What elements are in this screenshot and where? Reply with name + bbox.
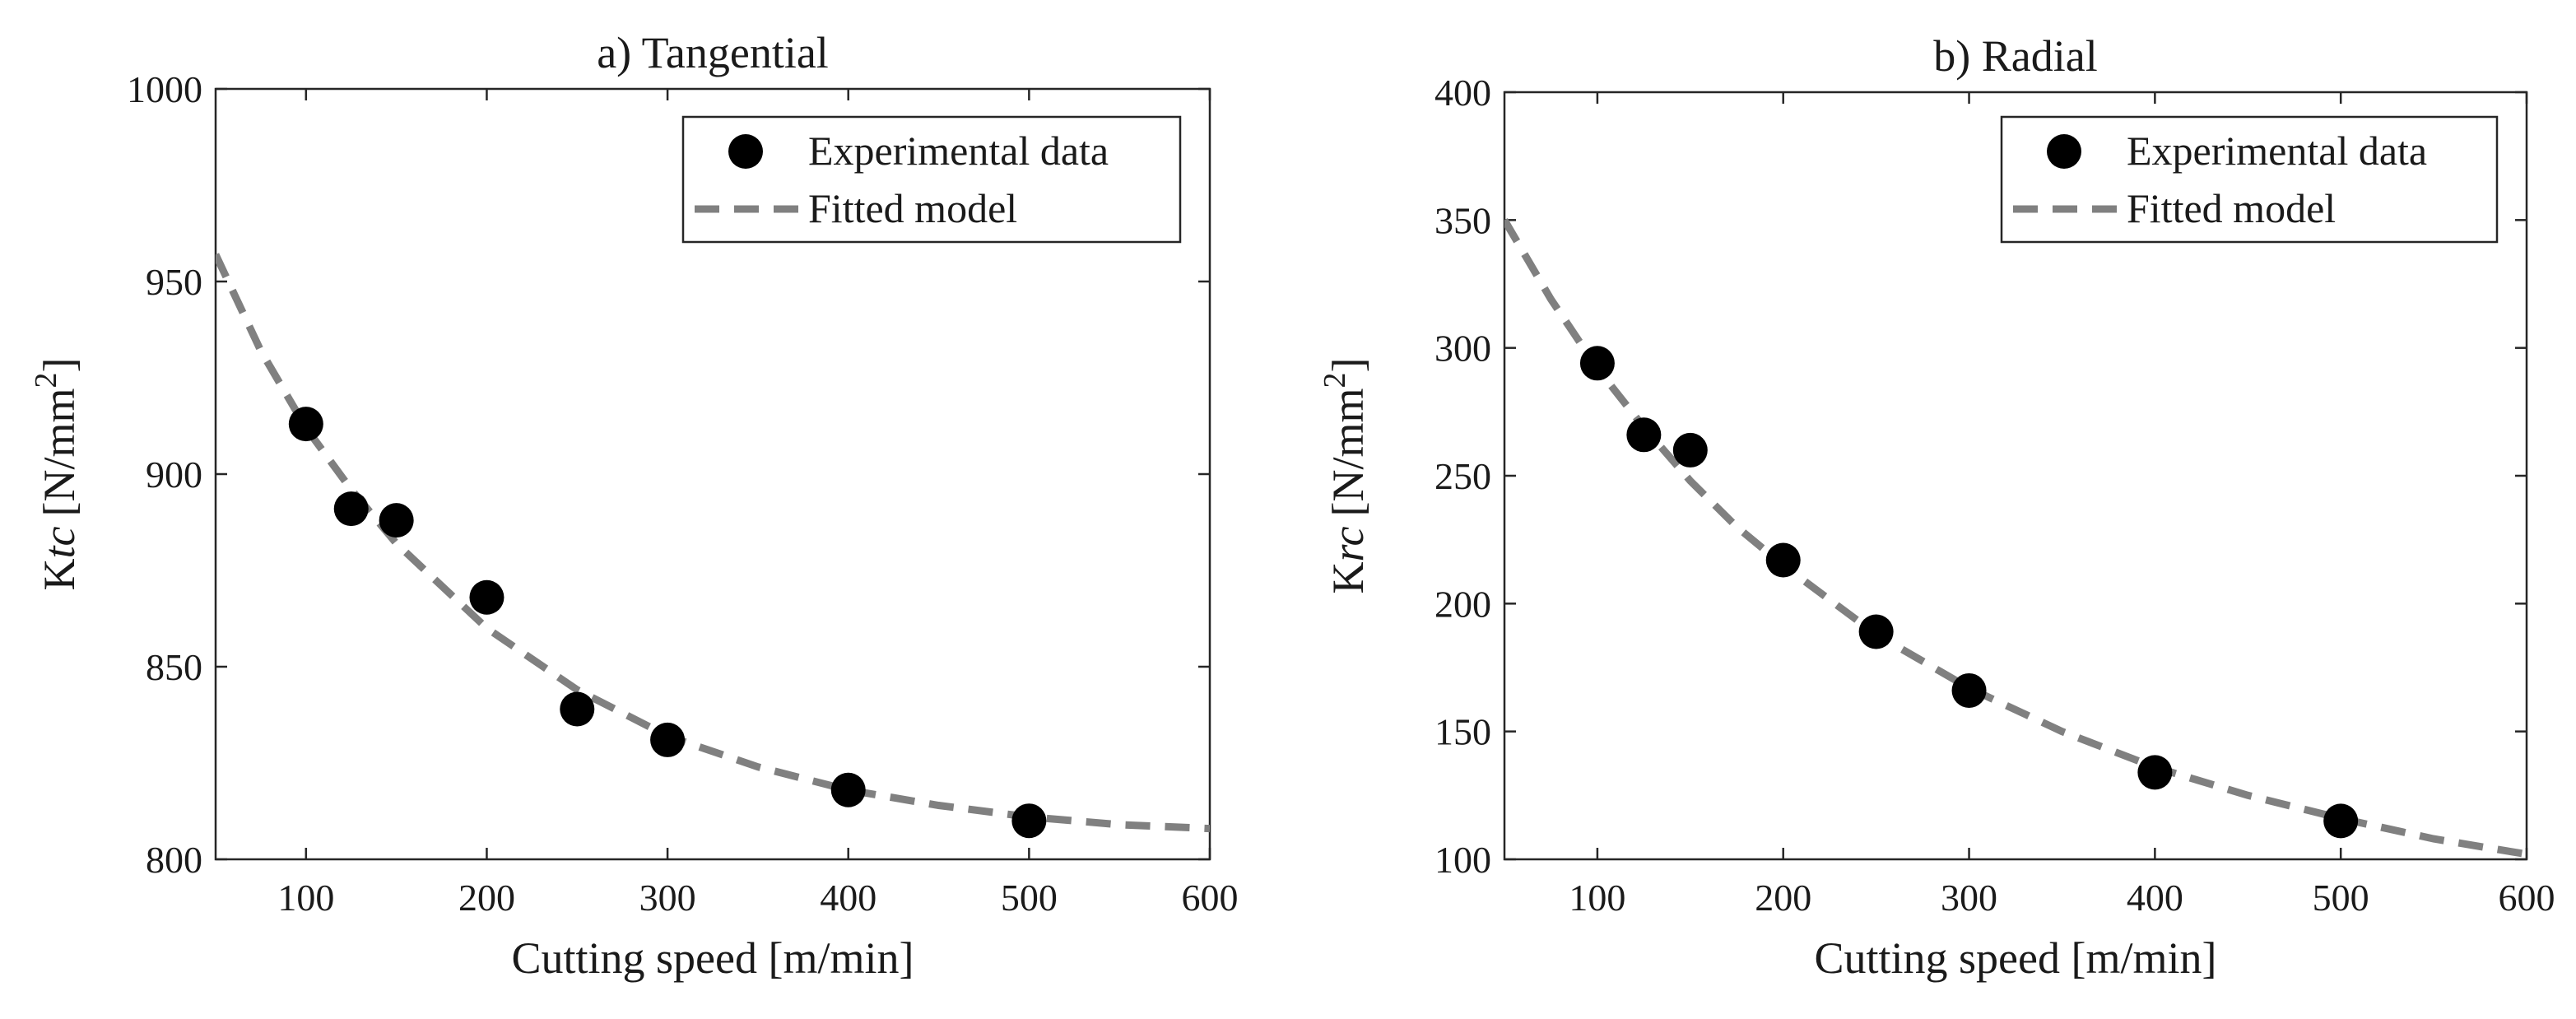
x-axis-label: Cutting speed [m/min] (1815, 933, 2217, 983)
y-tick-label: 250 (1434, 455, 1491, 497)
y-axis-label-ylabel-italic: tc (35, 526, 84, 558)
experimental-data-point (2137, 755, 2173, 790)
y-axis-label-ylabel-main: K (1323, 561, 1373, 593)
y-tick-label: 800 (146, 839, 202, 881)
y-axis-label-ylabel-italic: rc (1323, 526, 1373, 561)
legend-entry-label: Experimental data (2127, 128, 2427, 174)
y-tick-label: 100 (1434, 839, 1491, 881)
axes-frame (214, 87, 1211, 861)
x-tick-label: 500 (1001, 877, 1058, 919)
chart-title: b) Radial (1933, 31, 2097, 81)
experimental-data-point (2323, 803, 2359, 839)
y-axis-label-ylabel-unit: [N/mm (1323, 389, 1373, 517)
y-tick-label: 150 (1434, 711, 1491, 753)
experimental-data-point (1011, 803, 1047, 839)
y-tick-label: 900 (146, 454, 202, 496)
y-axis-label: Krc [N/mm2] (1318, 358, 1373, 594)
x-tick-label: 300 (639, 877, 696, 919)
legend-box (681, 115, 1182, 244)
y-axis-label-ylabel-unit: [N/mm (35, 389, 84, 517)
y-tick-label: 1000 (127, 68, 202, 110)
experimental-data-point (1626, 417, 1662, 453)
experimental-data-point (288, 407, 323, 442)
y-tick-label: 200 (1434, 583, 1491, 625)
fitted-model-line (1504, 218, 2527, 858)
y-axis-label-ylabel-sup: 2 (1318, 373, 1352, 389)
x-tick-label: 400 (820, 877, 876, 919)
experimental-data-point (1951, 672, 1987, 708)
experimental-data-point (469, 579, 505, 615)
y-axis-label-ylabel-close: ] (35, 358, 84, 373)
chart-panel-2: b) Radial 100 200 300 400 500 600 100 150 200 250 3… (1318, 31, 2555, 983)
legend-entry-label: Experimental data (808, 128, 1109, 174)
x-tick-label: 200 (458, 877, 515, 919)
x-tick-label: 300 (1941, 877, 1997, 919)
x-tick-label: 200 (1755, 877, 1811, 919)
chart-title: a) Tangential (597, 28, 829, 77)
chart-panel-1: a) Tangential 100 200 300 400 500 600 800 850 900… (29, 28, 1239, 983)
legend: Experimental data Fitted model (2000, 115, 2499, 244)
x-axis-label: Cutting speed [m/min] (512, 933, 914, 983)
x-tick-label: 500 (2313, 877, 2369, 919)
y-axis-label-ylabel-main: K (35, 558, 84, 590)
legend: Experimental data Fitted model (681, 115, 1182, 244)
x-tick-label: 600 (1182, 877, 1239, 919)
experimental-data-point (1858, 614, 1894, 649)
experimental-data-point (830, 772, 866, 807)
x-tick-label: 400 (2127, 877, 2183, 919)
y-axis-label: Ktc [N/mm2] (29, 358, 84, 591)
y-tick-label: 950 (146, 261, 202, 303)
experimental-data-point (379, 503, 414, 538)
axes-frame (1503, 91, 2528, 861)
y-tick-label: 400 (1434, 72, 1491, 114)
x-tick-label: 600 (2499, 877, 2555, 919)
legend-box (2000, 115, 2499, 244)
y-tick-label: 300 (1434, 328, 1491, 370)
legend-entry-label: Fitted model (2127, 185, 2336, 231)
experimental-data-point (1672, 432, 1708, 468)
experimental-data-point (1579, 346, 1615, 381)
y-tick-label: 350 (1434, 199, 1491, 241)
experimental-data-point (650, 722, 686, 757)
legend-marker-point (728, 134, 763, 169)
fitted-model-line (216, 253, 1210, 833)
x-tick-label: 100 (1569, 877, 1625, 919)
legend-marker-point (2047, 134, 2081, 169)
y-axis-label-ylabel-sup: 2 (29, 373, 63, 389)
legend-entry-label: Fitted model (808, 185, 1017, 231)
experimental-data-point (560, 691, 595, 727)
experimental-data-point (1765, 542, 1801, 578)
y-axis-label-ylabel-close: ] (1323, 358, 1373, 373)
experimental-data-point (333, 491, 369, 527)
y-tick-label: 850 (146, 646, 202, 688)
x-tick-label: 100 (277, 877, 334, 919)
